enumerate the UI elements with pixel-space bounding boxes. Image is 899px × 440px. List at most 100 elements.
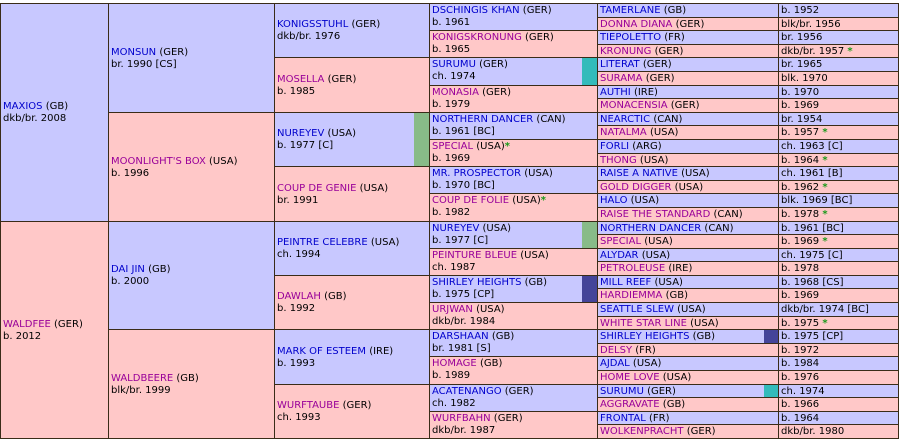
horse-link[interactable]: SEATTLE SLEW (600, 304, 674, 315)
horse-link[interactable]: MONASIA (432, 87, 479, 98)
inbreeding-swatch (414, 113, 429, 166)
horse-link[interactable]: NUREYEV (432, 223, 480, 234)
horse-link[interactable]: MAXIOS (3, 101, 43, 112)
horse-link[interactable]: SPECIAL (600, 236, 642, 247)
country-code: (USA) (359, 183, 389, 194)
horse-name-line: NORTHERN DANCER (CAN) (432, 114, 597, 126)
country-code: (GB) (692, 331, 716, 342)
country-code: (GER) (159, 47, 189, 58)
horse-link[interactable]: WOLKENPRACHT (600, 426, 684, 437)
horse-cell: SHIRLEY HEIGHTS (GB) (597, 329, 779, 344)
horse-link[interactable]: HOME LOVE (600, 372, 660, 383)
horse-cell: NEARCTIC (CAN) (597, 112, 779, 126)
horse-cell: NORTHERN DANCER (CAN) b. 1961 [BC] (429, 112, 598, 140)
horse-info: dkb/br. 1974 [BC] (779, 303, 898, 316)
horse-name-line: WOLKENPRACHT (GER) (598, 425, 778, 438)
horse-cell: TAMERLANE (GB) (597, 3, 779, 18)
horse-link[interactable]: SHIRLEY HEIGHTS (432, 277, 522, 288)
country-code: (USA) (482, 223, 512, 234)
horse-link[interactable]: NORTHERN DANCER (600, 223, 702, 234)
horse-link[interactable]: SHIRLEY HEIGHTS (600, 331, 690, 342)
horse-link[interactable]: RAISE THE STANDARD (600, 209, 711, 220)
horse-name-line: RAISE A NATIVE (USA) (598, 167, 778, 180)
horse-block: NUREYEV (USA) b. 1977 [C] (430, 222, 597, 247)
horse-link[interactable]: PEINTRE CELEBRE (277, 237, 368, 248)
horse-name-line: FORLI (ARG) (598, 140, 778, 153)
horse-cell: WURFBAHN (GER) dkb/br. 1987 (429, 411, 598, 439)
horse-link[interactable]: ALYDAR (600, 250, 639, 261)
horse-link[interactable]: MONSUN (111, 47, 157, 58)
horse-link[interactable]: TIEPOLETTO (600, 32, 662, 43)
horse-link[interactable]: WURFBAHN (432, 413, 491, 424)
horse-link[interactable]: SURAMA (600, 73, 643, 84)
horse-link[interactable]: AJDAL (600, 358, 630, 369)
horse-name-line: MONSUN (GER) (111, 47, 274, 59)
birth-info: blk. 1970 (781, 73, 828, 84)
horse-link[interactable]: DELSY (600, 345, 633, 356)
horse-link[interactable]: WURFTAUBE (277, 400, 340, 411)
horse-name-line: HARDIEMMA (GB) (598, 289, 778, 302)
horse-link[interactable]: WHITE STAR LINE (600, 318, 687, 329)
horse-link[interactable]: KONIGSKRONUNG (432, 32, 522, 43)
horse-link[interactable]: NORTHERN DANCER (432, 114, 534, 125)
horse-info: b. 1966 (779, 398, 898, 411)
horse-link[interactable]: LITERAT (600, 59, 640, 70)
horse-link[interactable]: FORLI (600, 141, 630, 152)
horse-info-cell: ch. 1961 [B] (778, 166, 899, 181)
horse-info-cell: br. 1954 (778, 112, 899, 126)
horse-link[interactable]: MARK OF ESTEEM (277, 346, 366, 357)
horse-link[interactable]: WALDBEERE (111, 373, 174, 384)
horse-link[interactable]: PEINTURE BLEUE (432, 250, 518, 261)
horse-link[interactable]: ACATENANGO (432, 386, 502, 397)
horse-link[interactable]: FRONTAL (600, 413, 646, 424)
horse-info: b. 1972 (779, 344, 898, 356)
horse-link[interactable]: SURUMU (600, 386, 644, 397)
horse-link[interactable]: KONIGSSTUHL (277, 19, 349, 30)
horse-cell: MILL REEF (USA) (597, 275, 779, 289)
horse-link[interactable]: THONG (600, 155, 637, 166)
horse-cell: URJWAN (USA) dkb/br. 1984 (429, 302, 598, 330)
horse-link[interactable]: DAWLAH (277, 291, 321, 302)
horse-link[interactable]: NUREYEV (277, 128, 325, 139)
horse-cell: DARSHAAN (GB) br. 1981 [S] (429, 329, 598, 357)
horse-link[interactable]: DAI JIN (111, 264, 145, 275)
horse-link[interactable]: NATALMA (600, 127, 647, 138)
horse-name-line: WALDBEERE (GB) (111, 373, 274, 385)
horse-cell: WURFTAUBE (GER) ch. 1993 (274, 384, 430, 439)
horse-cell: WOLKENPRACHT (GER) (597, 424, 779, 439)
horse-cell: WALDFEE (GER) b. 2012 (0, 221, 109, 439)
horse-link[interactable]: DARSHAAN (432, 331, 489, 342)
horse-cell: HARDIEMMA (GB) (597, 288, 779, 303)
horse-cell: KONIGSKRONUNG (GER) b. 1965 (429, 30, 598, 58)
horse-link[interactable]: AUTHI (600, 87, 631, 98)
horse-cell: SURUMU (GER) (597, 384, 779, 398)
horse-link[interactable]: GOLD DIGGER (600, 182, 672, 193)
horse-link[interactable]: SPECIAL (432, 141, 474, 152)
horse-link[interactable]: HOMAGE (432, 358, 477, 369)
horse-link[interactable]: MOONLIGHT'S BOX (111, 156, 206, 167)
horse-link[interactable]: AGGRAVATE (600, 399, 660, 410)
horse-link[interactable]: MONACENSIA (600, 100, 668, 111)
horse-block: PEINTURE BLEUE (USA) ch. 1987 (430, 249, 597, 274)
horse-link[interactable]: MILL REEF (600, 277, 652, 288)
horse-link[interactable]: COUP DE FOLIE (432, 195, 510, 206)
horse-link[interactable]: PETROLEUSE (600, 263, 666, 274)
horse-link[interactable]: NEARCTIC (600, 114, 651, 125)
horse-link[interactable]: MR. PROSPECTOR (432, 168, 522, 179)
birth-info: b. 1969 (781, 100, 820, 111)
horse-link[interactable]: COUP DE GENIE (277, 183, 357, 194)
horse-link[interactable]: MOSELLA (277, 74, 325, 85)
horse-name-line: MOSELLA (GER) (277, 74, 429, 86)
horse-link[interactable]: URJWAN (432, 304, 473, 315)
horse-link[interactable]: WALDFEE (3, 319, 51, 330)
horse-link[interactable]: RAISE A NATIVE (600, 168, 678, 179)
horse-info-cell: b. 1984 (778, 356, 899, 371)
horse-link[interactable]: SURUMU (432, 59, 476, 70)
horse-link[interactable]: DONNA DIANA (600, 19, 673, 30)
horse-link[interactable]: HALO (600, 195, 628, 206)
horse-link[interactable]: TAMERLANE (600, 5, 661, 16)
horse-link[interactable]: DSCHINGIS KHAN (432, 5, 520, 16)
horse-link[interactable]: KRONUNG (600, 46, 652, 57)
horse-link[interactable]: HARDIEMMA (600, 290, 663, 301)
horse-cell: HOME LOVE (USA) (597, 370, 779, 385)
